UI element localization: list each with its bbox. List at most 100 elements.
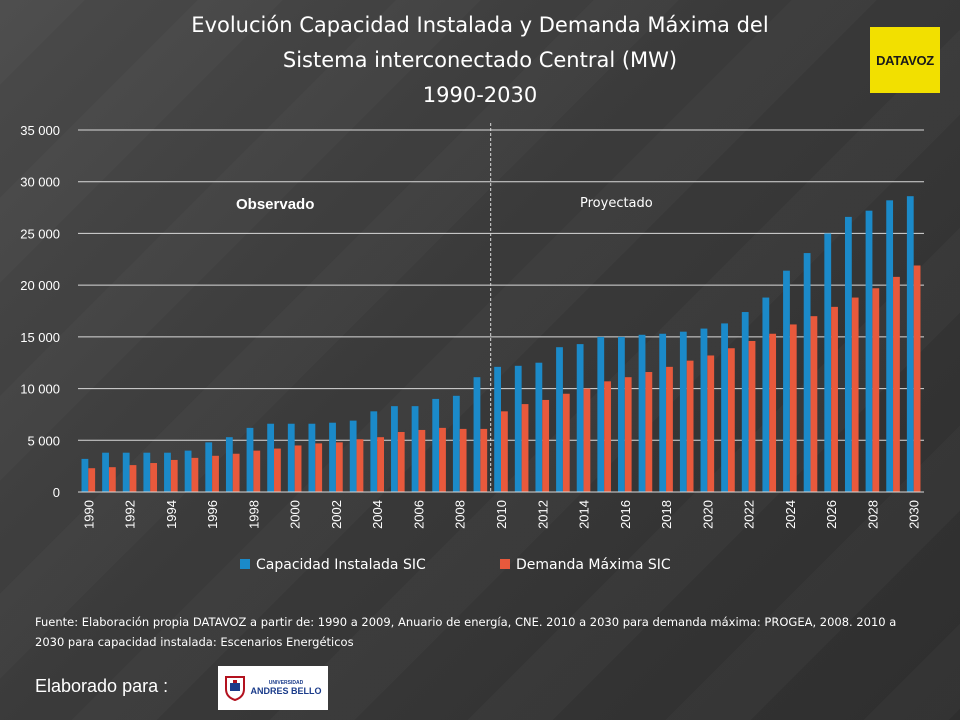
bar-capacidad-2027 bbox=[844, 216, 852, 492]
bar-capacidad-1992 bbox=[122, 452, 130, 492]
bar-demanda-2030 bbox=[913, 265, 921, 492]
x-tick-label: 2022 bbox=[742, 500, 757, 529]
bar-demanda-2006 bbox=[418, 429, 426, 492]
bar-demanda-2010 bbox=[501, 411, 508, 492]
bar-capacidad-2006 bbox=[411, 406, 419, 492]
bar-demanda-1998 bbox=[253, 450, 261, 492]
university-shield-icon bbox=[225, 676, 246, 701]
x-tick-label: 2000 bbox=[288, 500, 303, 529]
x-tick-label: 2006 bbox=[411, 500, 426, 529]
x-tick-label: 2018 bbox=[659, 500, 674, 529]
bar-capacidad-1996 bbox=[205, 442, 213, 492]
bar-capacidad-2028 bbox=[865, 210, 873, 492]
bar-demanda-1993 bbox=[150, 463, 158, 492]
bar-demanda-2007 bbox=[439, 427, 446, 492]
title-line-3: 1990-2030 bbox=[422, 83, 538, 107]
x-tick-label: 2004 bbox=[370, 500, 385, 529]
bar-capacidad-2017 bbox=[638, 334, 646, 492]
bar-capacidad-2003 bbox=[349, 420, 357, 492]
bar-demanda-1994 bbox=[170, 459, 178, 492]
bar-demanda-2027 bbox=[851, 297, 859, 492]
bar-demanda-2002 bbox=[335, 442, 343, 492]
bar-capacidad-2004 bbox=[370, 411, 378, 492]
bar-demanda-2005 bbox=[397, 432, 405, 492]
bar-capacidad-1999 bbox=[267, 423, 275, 492]
annotation-observado: Observado bbox=[236, 196, 314, 213]
bar-capacidad-2000 bbox=[287, 423, 295, 492]
y-tick-label: 25 000 bbox=[20, 226, 60, 241]
bar-demanda-2022 bbox=[748, 340, 756, 492]
bar-capacidad-1994 bbox=[164, 452, 171, 492]
title-line-1: Evolución Capacidad Instalada y Demanda … bbox=[191, 13, 769, 37]
x-tick-label: 2002 bbox=[329, 500, 344, 529]
bar-capacidad-2029 bbox=[886, 200, 894, 492]
bar-capacidad-2019 bbox=[679, 331, 687, 492]
bar-capacidad-2021 bbox=[721, 323, 728, 492]
bar-demanda-2026 bbox=[831, 306, 838, 492]
bar-capacidad-2012 bbox=[535, 362, 543, 492]
bar-capacidad-2030 bbox=[906, 196, 914, 493]
x-tick-label: 1998 bbox=[246, 500, 261, 529]
bar-demanda-2025 bbox=[810, 316, 818, 492]
bar-demanda-1996 bbox=[212, 455, 219, 492]
x-tick-label: 2008 bbox=[453, 500, 468, 529]
bar-capacidad-1997 bbox=[225, 437, 233, 492]
bar-demanda-2017 bbox=[645, 372, 653, 492]
bar-demanda-2001 bbox=[315, 443, 323, 492]
bar-capacidad-2002 bbox=[329, 422, 336, 492]
x-tick-label: 2012 bbox=[535, 500, 550, 529]
university-logo-line2: ANDRES BELLO bbox=[250, 685, 322, 696]
bar-capacidad-2023 bbox=[762, 297, 770, 492]
bar-capacidad-2018 bbox=[659, 333, 667, 492]
x-tick-label: 2020 bbox=[700, 500, 715, 529]
datavoz-logo: DATAVOZ bbox=[870, 27, 940, 93]
bar-capacidad-2020 bbox=[700, 328, 708, 492]
bar-demanda-2011 bbox=[521, 404, 529, 492]
bar-demanda-2013 bbox=[562, 393, 570, 492]
bar-demanda-2003 bbox=[356, 439, 364, 492]
bar-demanda-2023 bbox=[769, 333, 777, 492]
y-tick-label: 35 000 bbox=[20, 123, 60, 138]
x-tick-label: 2030 bbox=[907, 500, 922, 529]
bar-capacidad-1991 bbox=[102, 452, 109, 492]
bar-capacidad-2010 bbox=[494, 366, 501, 492]
bar-demanda-2009 bbox=[480, 428, 488, 492]
y-tick-label: 15 000 bbox=[20, 330, 60, 345]
bar-capacidad-2026 bbox=[824, 233, 832, 492]
bar-capacidad-1993 bbox=[143, 452, 151, 492]
bar-demanda-1997 bbox=[232, 453, 240, 492]
x-tick-label: 2010 bbox=[494, 500, 509, 529]
x-tick-label: 2028 bbox=[865, 500, 880, 529]
bar-capacidad-2025 bbox=[803, 253, 811, 492]
bar-demanda-2008 bbox=[459, 428, 467, 492]
annotation-proyectado: Proyectado bbox=[580, 196, 653, 211]
source-note: Fuente: Elaboración propia DATAVOZ a par… bbox=[35, 615, 897, 649]
bar-demanda-2004 bbox=[377, 437, 384, 492]
bar-demanda-2012 bbox=[542, 399, 550, 492]
x-tick-label: 1994 bbox=[164, 500, 179, 529]
bar-demanda-2018 bbox=[666, 366, 673, 492]
x-tick-label: 2026 bbox=[824, 500, 839, 529]
bar-demanda-2015 bbox=[604, 381, 611, 492]
bar-capacidad-2001 bbox=[308, 423, 316, 492]
x-tick-label: 2016 bbox=[618, 500, 633, 529]
bar-capacidad-2024 bbox=[783, 270, 790, 492]
bar-capacidad-2022 bbox=[741, 312, 749, 492]
y-tick-label: 10 000 bbox=[20, 382, 60, 397]
bar-demanda-2024 bbox=[789, 324, 797, 492]
bar-chart: 0 5 000 10 000 15 000 20 000 25 000 30 000 35 0… bbox=[20, 123, 924, 573]
bar-demanda-2028 bbox=[872, 288, 880, 492]
bar-demanda-2021 bbox=[727, 348, 735, 492]
legend-label-demanda: Demanda Máxima SIC bbox=[516, 557, 671, 573]
bar-demanda-1991 bbox=[108, 467, 116, 492]
university-logo-line1: UNIVERSIDAD bbox=[268, 679, 304, 686]
bar-demanda-2020 bbox=[707, 355, 715, 492]
datavoz-logo-text: DATAVOZ bbox=[876, 52, 934, 68]
y-tick-label: 0 bbox=[53, 485, 60, 500]
chart-title: Evolución Capacidad Instalada y Demanda … bbox=[110, 8, 850, 113]
bar-capacidad-2014 bbox=[576, 344, 584, 492]
x-tick-label: 2014 bbox=[577, 500, 592, 529]
university-logo: UNIVERSIDAD ANDRES BELLO bbox=[218, 666, 328, 710]
bar-capacidad-2008 bbox=[452, 395, 460, 492]
bar-demanda-2019 bbox=[686, 360, 694, 492]
